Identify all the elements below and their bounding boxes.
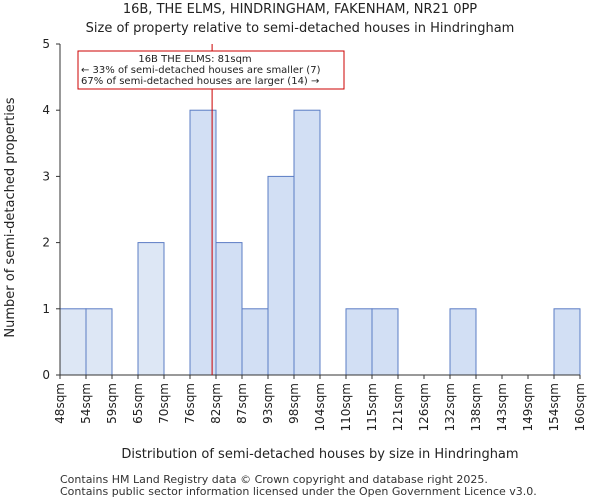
- bar-132sqm: [449, 308, 477, 376]
- y-tick-label: 4: [42, 103, 50, 117]
- x-tick-label: 160sqm: [573, 383, 587, 431]
- bar-54sqm: [85, 308, 113, 376]
- y-tick-label: 0: [42, 368, 50, 382]
- x-tick-label: 143sqm: [495, 383, 509, 431]
- bar-87sqm: [241, 308, 269, 376]
- x-tick-label: 82sqm: [209, 383, 223, 424]
- x-tick-label: 65sqm: [131, 383, 145, 424]
- histogram-chart: 0 1 2 3 4 5 48sqm 54sqm 59sqm 65sqm 70sqm 76sqm 82sq…: [3, 37, 587, 462]
- annotation-smaller: ← 33% of semi-detached houses are smalle…: [81, 65, 321, 76]
- footer-licence: Contains public sector information licen…: [60, 485, 537, 498]
- chart-subtitle: Size of property relative to semi-detach…: [85, 21, 515, 36]
- x-tick-label: 126sqm: [417, 383, 431, 431]
- x-tick-label: 70sqm: [157, 383, 171, 424]
- y-tick-label: 5: [42, 37, 50, 51]
- x-axis-label: Distribution of semi-detached houses by …: [121, 447, 518, 462]
- y-axis-label: Number of semi-detached properties: [3, 97, 18, 337]
- bar-115sqm: [371, 308, 399, 376]
- x-tick-label: 132sqm: [443, 383, 457, 431]
- x-tick-label: 121sqm: [391, 383, 405, 431]
- y-tick-label: 2: [42, 236, 50, 250]
- x-tick-label: 104sqm: [313, 383, 327, 431]
- x-tick-label: 138sqm: [469, 383, 483, 431]
- x-tick-label: 76sqm: [183, 383, 197, 424]
- annotation-larger: 67% of semi-detached houses are larger (…: [81, 76, 319, 87]
- bar-48sqm: [59, 308, 87, 376]
- x-tick-label: 48sqm: [53, 383, 67, 424]
- x-tick-label: 115sqm: [365, 383, 379, 431]
- y-tick-label: 3: [42, 169, 50, 183]
- x-tick-label: 93sqm: [261, 383, 275, 424]
- annotation-title: 16B THE ELMS: 81sqm: [138, 54, 251, 65]
- x-tick-label: 54sqm: [79, 383, 93, 424]
- x-tick-label: 154sqm: [547, 383, 561, 431]
- chart-title: 16B, THE ELMS, HINDRINGHAM, FAKENHAM, NR…: [122, 2, 478, 17]
- y-tick-label: 1: [42, 302, 50, 316]
- x-tick-label: 110sqm: [339, 383, 353, 431]
- bar-65sqm: [137, 242, 165, 376]
- x-tick-label: 149sqm: [521, 383, 535, 431]
- footer-copyright: Contains HM Land Registry data © Crown c…: [60, 473, 488, 486]
- bar-154sqm: [553, 308, 581, 376]
- x-tick-label: 98sqm: [287, 383, 301, 424]
- bar-110sqm: [345, 308, 373, 376]
- bar-98sqm: [293, 109, 321, 376]
- bar-82sqm: [215, 242, 243, 376]
- x-tick-label: 59sqm: [105, 383, 119, 424]
- x-tick-label: 87sqm: [235, 383, 249, 424]
- annotation-box: [77, 50, 345, 90]
- bar-93sqm: [267, 175, 295, 376]
